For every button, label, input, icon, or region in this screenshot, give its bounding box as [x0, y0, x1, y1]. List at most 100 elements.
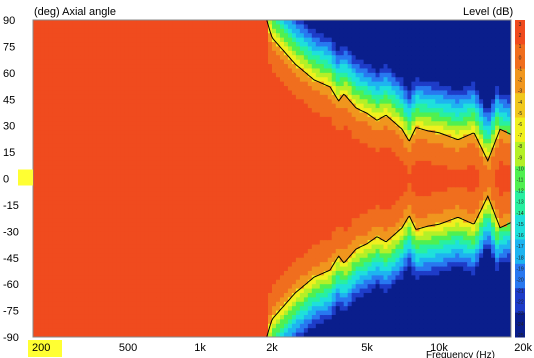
heatmap-cell — [76, 147, 82, 153]
heatmap-cell — [208, 81, 213, 87]
heatmap-cell — [196, 191, 201, 197]
heatmap-cell — [80, 68, 86, 74]
heatmap-cell — [104, 165, 110, 171]
heatmap-cell — [232, 222, 237, 228]
heatmap-cell — [240, 209, 245, 215]
heatmap-cell — [80, 253, 86, 259]
heatmap-cell — [124, 94, 130, 100]
heatmap-cell — [220, 165, 225, 171]
heatmap-cell — [299, 297, 305, 303]
heatmap-cell — [299, 292, 305, 298]
heatmap-cell — [80, 218, 86, 224]
heatmap-cell — [279, 125, 285, 131]
heatmap-cell — [264, 204, 269, 210]
heatmap-cell — [244, 116, 249, 122]
heatmap-cell — [168, 266, 174, 272]
heatmap-cell — [72, 244, 78, 250]
heatmap-cell — [291, 178, 297, 184]
heatmap-cell — [176, 94, 181, 100]
heatmap-cell — [220, 125, 225, 131]
heatmap-cell — [252, 310, 257, 316]
heatmap-cell — [104, 138, 110, 144]
heatmap-cell — [268, 213, 273, 219]
heatmap-cell — [232, 147, 237, 153]
heatmap-cell — [48, 310, 54, 316]
heatmap-cell — [232, 301, 237, 307]
heatmap-cell — [72, 130, 78, 136]
heatmap-cell — [68, 288, 74, 294]
heatmap-cell — [220, 213, 225, 219]
heatmap-cell — [240, 86, 245, 92]
heatmap-cell — [252, 152, 257, 158]
heatmap-cell — [295, 297, 301, 303]
heatmap-cell — [200, 301, 205, 307]
heatmap-cell — [76, 319, 82, 325]
heatmap-cell — [196, 33, 201, 39]
heatmap-cell — [228, 209, 233, 215]
heatmap-cell — [88, 37, 94, 43]
heatmap-cell — [264, 152, 269, 158]
heatmap-cell — [279, 20, 285, 25]
heatmap-cell — [228, 112, 233, 118]
heatmap-cell — [140, 169, 146, 175]
heatmap-cell — [33, 222, 38, 228]
heatmap-cell — [224, 314, 229, 320]
heatmap-cell — [128, 28, 134, 34]
heatmap-cell — [232, 72, 237, 78]
heatmap-cell — [232, 125, 237, 131]
heatmap-cell — [60, 240, 66, 246]
heatmap-cell — [112, 226, 118, 232]
heatmap-cell — [44, 68, 50, 74]
heatmap-cell — [36, 169, 42, 175]
heatmap-cell — [116, 112, 122, 118]
heatmap-cell — [248, 244, 253, 250]
heatmap-cell — [68, 94, 74, 100]
heatmap-cell — [36, 253, 42, 259]
heatmap-cell — [275, 235, 281, 241]
heatmap-cell — [48, 231, 54, 237]
heatmap-cell — [44, 218, 50, 224]
heatmap-cell — [307, 33, 313, 39]
heatmap-cell — [84, 94, 90, 100]
heatmap-cell — [144, 20, 150, 25]
heatmap-cell — [92, 279, 98, 285]
heatmap-cell — [88, 134, 94, 140]
heatmap-cell — [120, 108, 126, 114]
heatmap-cell — [68, 24, 74, 30]
heatmap-cell — [33, 46, 38, 52]
heatmap-cell — [196, 253, 201, 259]
heatmap-cell — [260, 270, 265, 276]
heatmap-cell — [224, 262, 229, 268]
heatmap-cell — [33, 68, 38, 74]
heatmap-cell — [232, 33, 237, 39]
heatmap-cell — [33, 121, 38, 127]
heatmap-cell — [252, 200, 257, 206]
heatmap-cell — [212, 200, 217, 206]
heatmap-cell — [208, 262, 213, 268]
heatmap-cell — [156, 314, 162, 320]
heatmap-cell — [48, 292, 54, 298]
heatmap-cell — [84, 262, 90, 268]
heatmap-cell — [80, 55, 86, 61]
heatmap-cell — [100, 257, 106, 263]
heatmap-cell — [287, 156, 293, 162]
heatmap-cell — [136, 72, 142, 78]
heatmap-cell — [307, 68, 313, 74]
heatmap-cell — [216, 108, 221, 114]
heatmap-cell — [56, 204, 62, 210]
heatmap-cell — [224, 187, 229, 193]
heatmap-cell — [283, 86, 289, 92]
heatmap-cell — [64, 59, 70, 65]
heatmap-cell — [303, 279, 309, 285]
heatmap-cell — [244, 244, 249, 250]
heatmap-cell — [188, 134, 193, 140]
heatmap-cell — [275, 55, 281, 61]
heatmap-cell — [244, 68, 249, 74]
heatmap-cell — [140, 314, 146, 320]
heatmap-cell — [275, 196, 281, 202]
heatmap-cell — [156, 28, 162, 34]
heatmap-cell — [140, 94, 146, 100]
heatmap-cell — [36, 275, 42, 281]
heatmap-cell — [176, 160, 181, 166]
heatmap-cell — [232, 314, 237, 320]
